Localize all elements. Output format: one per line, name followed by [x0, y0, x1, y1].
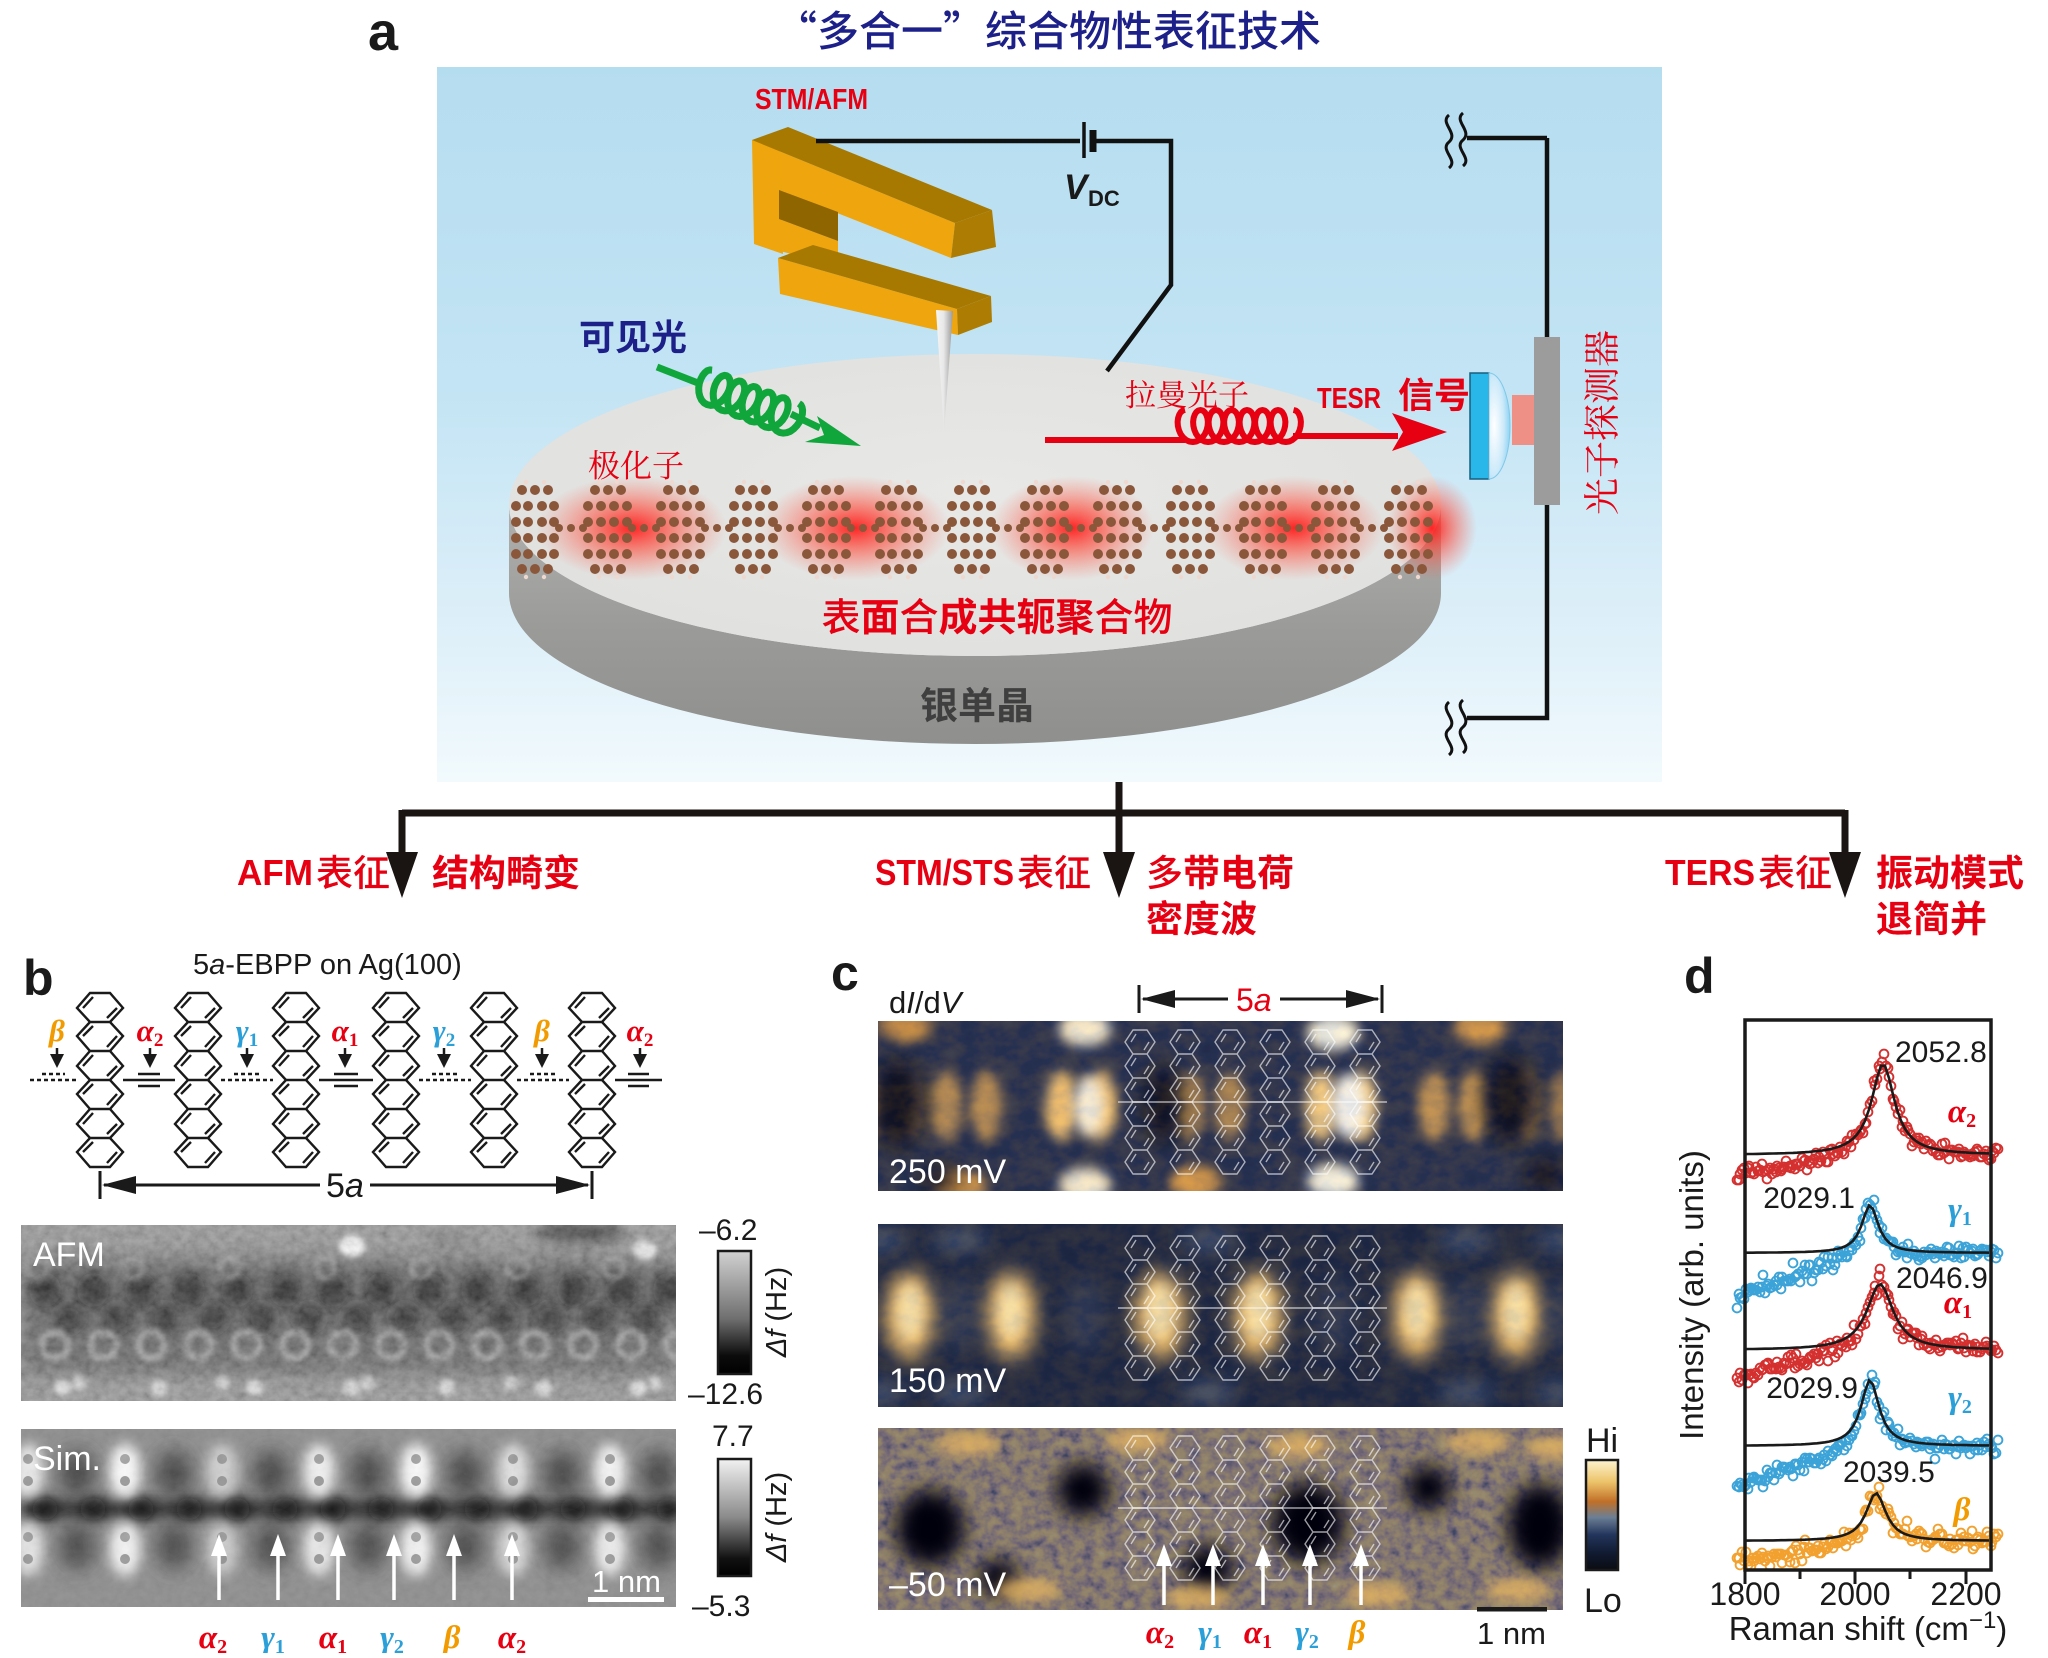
svg-text:AFM: AFM: [33, 1236, 105, 1274]
svg-text:–5.3: –5.3: [692, 1590, 750, 1623]
svg-text:Intensity (arb. units): Intensity (arb. units): [1673, 1150, 1710, 1440]
svg-text:5a: 5a: [326, 1167, 364, 1205]
svg-text:c: c: [831, 945, 859, 1001]
svg-text:2029.1: 2029.1: [1763, 1182, 1855, 1215]
svg-text:TESR: TESR: [1317, 383, 1381, 415]
svg-text:STM/STS: STM/STS: [875, 852, 1014, 893]
svg-text:150 mV: 150 mV: [889, 1362, 1006, 1400]
svg-text:α2: α2: [1948, 1094, 1976, 1132]
svg-text:2052.8: 2052.8: [1895, 1036, 1987, 1069]
svg-text:2039.5: 2039.5: [1843, 1456, 1935, 1489]
svg-text:DC: DC: [1088, 186, 1120, 211]
svg-text:–50 mV: –50 mV: [889, 1566, 1006, 1604]
svg-text:Raman shift (cm−1): Raman shift (cm−1): [1729, 1607, 2008, 1647]
svg-text:β: β: [48, 1013, 65, 1048]
svg-text:a: a: [368, 2, 399, 62]
svg-text:5a: 5a: [1236, 982, 1272, 1018]
svg-text:2200: 2200: [1930, 1576, 2001, 1612]
svg-text:dI/dV: dI/dV: [889, 985, 965, 1020]
svg-text:250 mV: 250 mV: [889, 1153, 1006, 1191]
svg-text:β: β: [533, 1013, 550, 1048]
svg-text:β: β: [442, 1620, 461, 1653]
svg-text:β: β: [1952, 1492, 1971, 1528]
svg-text:Sim.: Sim.: [33, 1440, 101, 1478]
svg-text:AFM: AFM: [237, 852, 313, 893]
svg-text:β: β: [1347, 1615, 1366, 1651]
svg-text:7.7: 7.7: [712, 1420, 754, 1453]
svg-text:b: b: [23, 950, 54, 1006]
svg-text:1 nm: 1 nm: [1477, 1616, 1546, 1651]
svg-text:5a-EBPP on Ag(100): 5a-EBPP on Ag(100): [193, 949, 462, 981]
svg-text:–12.6: –12.6: [688, 1378, 763, 1411]
svg-text:V: V: [1064, 168, 1090, 207]
svg-text:d: d: [1684, 948, 1715, 1004]
svg-text:2000: 2000: [1819, 1576, 1890, 1612]
svg-text:Δf (Hz): Δf (Hz): [761, 1267, 793, 1358]
svg-text:2046.9: 2046.9: [1896, 1262, 1988, 1295]
svg-text:STM/AFM: STM/AFM: [755, 84, 868, 116]
svg-text:1 nm: 1 nm: [592, 1564, 661, 1599]
svg-text:TERS: TERS: [1665, 852, 1755, 893]
svg-text:–6.2: –6.2: [699, 1214, 757, 1247]
svg-text:Hi: Hi: [1586, 1422, 1618, 1460]
svg-text:1800: 1800: [1709, 1576, 1780, 1612]
svg-text:2029.9: 2029.9: [1766, 1372, 1858, 1405]
svg-text:Δf (Hz): Δf (Hz): [761, 1472, 793, 1563]
svg-text:Lo: Lo: [1584, 1582, 1622, 1620]
